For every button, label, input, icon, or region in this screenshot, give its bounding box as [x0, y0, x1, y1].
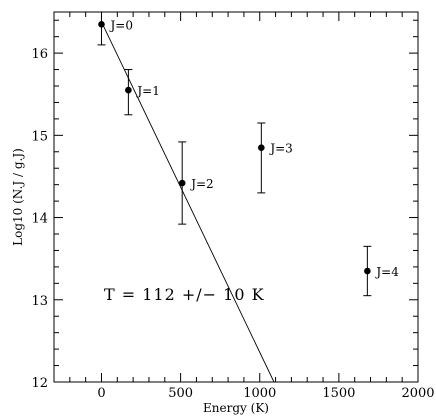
x-tick-label: 500 — [168, 386, 193, 401]
data-point-group: J=0 — [97, 11, 133, 46]
y-tick-label: 13 — [31, 294, 48, 309]
y-axis-label: Log10 (N.J / g.J) — [11, 148, 25, 246]
data-points: J=0 J=1 J=2 J=3 J=4 — [97, 11, 399, 297]
x-tick-label: 1500 — [322, 386, 355, 401]
data-point — [364, 267, 371, 275]
x-tick-labels: 0 500 1000 1500 2000 — [97, 386, 434, 401]
point-label: J=3 — [268, 142, 293, 156]
point-label: J=4 — [374, 265, 399, 279]
x-tick-label: 1000 — [243, 386, 276, 401]
data-point-group: J=2 — [178, 141, 214, 225]
y-axis-ticks — [54, 19, 418, 383]
point-label: J=1 — [135, 84, 160, 98]
data-point-group: J=4 — [363, 245, 399, 297]
y-tick-label: 14 — [31, 212, 48, 227]
plot-frame — [53, 11, 419, 383]
y-tick-label: 12 — [31, 376, 48, 391]
y-tick-label: 15 — [31, 129, 48, 144]
x-tick-label: 2000 — [401, 386, 434, 401]
temperature-annotation: T = 112 +/− 10 K — [104, 285, 265, 304]
data-point-group: J=3 — [257, 122, 293, 194]
y-tick-labels: 12 13 14 15 16 — [31, 47, 48, 391]
x-tick-label: 0 — [97, 386, 105, 401]
data-point — [98, 21, 105, 28]
point-label: J=0 — [108, 18, 133, 32]
data-point — [178, 179, 186, 187]
data-point — [125, 86, 132, 94]
data-point — [258, 144, 265, 151]
data-point-group: J=1 — [124, 69, 160, 116]
point-label: J=2 — [189, 177, 214, 191]
y-tick-label: 16 — [31, 47, 48, 62]
x-axis-label: Energy (K) — [203, 401, 269, 415]
fit-line — [101, 21, 275, 383]
x-axis-ticks — [69, 12, 403, 382]
